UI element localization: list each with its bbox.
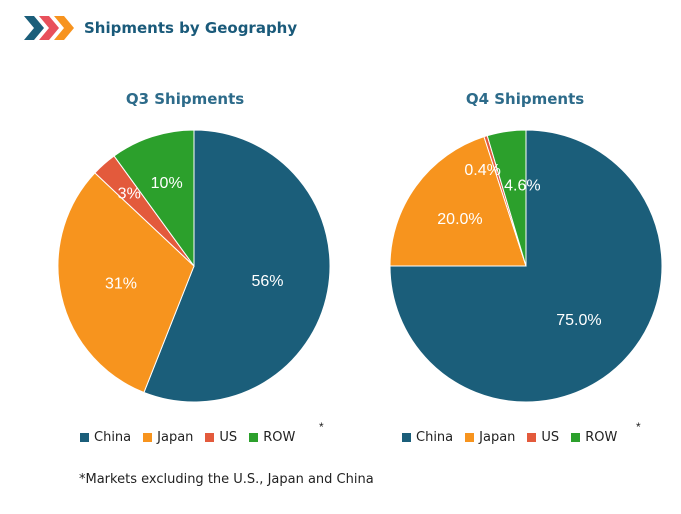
legend-label: US	[219, 430, 238, 445]
legend-swatch	[143, 433, 153, 442]
legend-label: Japan	[479, 430, 516, 445]
legend-swatch	[249, 433, 259, 442]
pie-slice-row	[113, 129, 195, 268]
legend-item-china: China	[80, 430, 131, 445]
legend-item-china: China	[402, 430, 453, 445]
legend-swatch	[205, 433, 215, 442]
q3-legend: China Japan US ROW	[80, 430, 307, 445]
page-title: Shipments by Geography	[84, 19, 298, 37]
legend-swatch	[465, 433, 475, 442]
legend-swatch	[571, 433, 581, 442]
legend-label: US	[541, 430, 560, 445]
legend-swatch	[402, 433, 411, 442]
q3-asterisk-note: *	[319, 420, 324, 434]
legend-item-row: ROW	[571, 430, 617, 445]
legend-label: China	[416, 430, 454, 445]
footnote: *Markets excluding the U.S., Japan and C…	[79, 472, 374, 487]
legend-item-japan: Japan	[465, 430, 515, 445]
legend-item-us: US	[205, 430, 237, 445]
legend-label: ROW	[263, 430, 296, 445]
slice-label-china: 56%	[251, 273, 283, 290]
legend-item-us: US	[527, 430, 559, 445]
q4-asterisk-note: *	[636, 420, 641, 434]
q4-chart-title: Q4 Shipments	[465, 90, 585, 108]
slice-label-row: 10%	[151, 175, 183, 192]
q4-pie-chart: 75.0% 20.0% 0.4%4.6%	[389, 129, 663, 403]
pie-slice-japan	[57, 172, 195, 394]
legend-item-row: ROW	[249, 430, 295, 445]
page-header: Shipments by Geography	[24, 14, 297, 42]
legend-swatch	[527, 433, 537, 442]
slice-label-japan: 31%	[105, 275, 137, 292]
slice-label-us: 3%	[118, 186, 141, 203]
pie-slice-china	[143, 129, 331, 403]
legend-label: China	[94, 430, 132, 445]
q4-legend: China Japan US ROW	[402, 430, 629, 445]
pie-slice-japan	[389, 136, 527, 267]
legend-label: Japan	[157, 430, 194, 445]
slice-label-row: 4.6%	[504, 177, 540, 194]
q3-chart-title: Q3 Shipments	[125, 90, 245, 108]
legend-item-japan: Japan	[143, 430, 193, 445]
chevrons-logo-icon	[24, 16, 74, 40]
q3-pie-chart: 56% 31% 3% 10%	[57, 129, 331, 403]
slice-label-japan: 20.0%	[437, 211, 482, 228]
legend-label: ROW	[585, 430, 618, 445]
slice-label-us: 0.4%	[464, 162, 500, 179]
legend-swatch	[80, 433, 89, 442]
slice-label-china: 75.0%	[556, 312, 601, 329]
pie-slice-row	[486, 129, 527, 267]
